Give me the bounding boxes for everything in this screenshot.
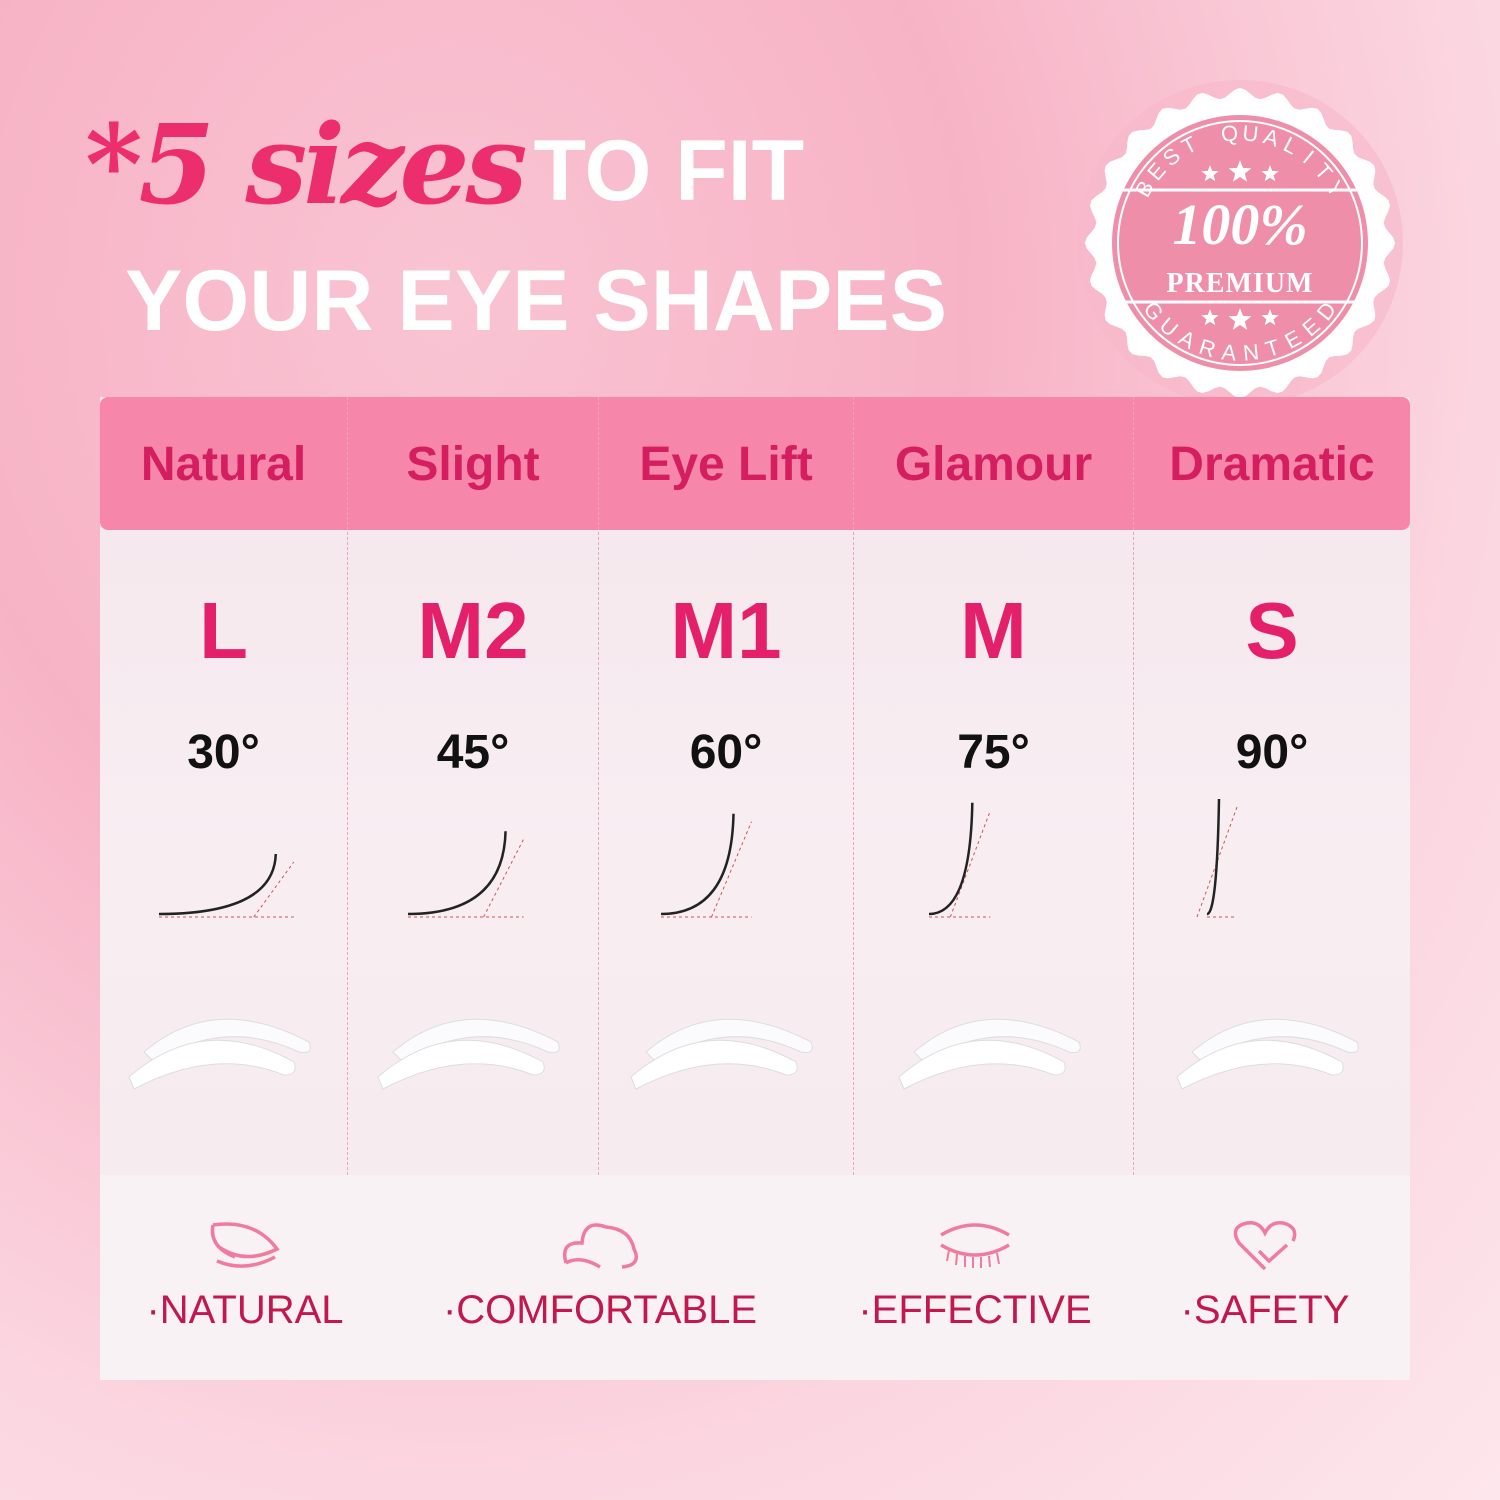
badge-number: 100% (1172, 192, 1307, 257)
leaf-icon (210, 1222, 280, 1268)
feature-comfortable: ·COMFORTABLE (410, 1175, 790, 1332)
curl-style-label: Natural (140, 438, 307, 491)
size-label: M (960, 586, 1027, 675)
features-row: ·NATURAL ·COMFORTABLE ·EFFECTIVE ·SAFETY (100, 1175, 1410, 1380)
angle-label: 30° (187, 726, 260, 779)
badge-word: PREMIUM (1167, 268, 1314, 299)
heart-check-icon (1233, 1220, 1297, 1271)
size-label: M2 (417, 586, 529, 675)
feature-label: ·COMFORTABLE (442, 1288, 758, 1332)
headline-script: *5 sizes (85, 100, 527, 229)
feature-natural: ·NATURAL (130, 1175, 360, 1332)
curl-style-label: Eye Lift (639, 438, 813, 491)
cloud-icon (563, 1223, 638, 1269)
closed-eye-icon (940, 1223, 1010, 1268)
svg-text:U: U (1241, 120, 1259, 146)
svg-text:Q: Q (1220, 120, 1239, 147)
feature-safety: ·SAFETY (1160, 1175, 1370, 1332)
lash-curve-diagram (1196, 798, 1238, 918)
lash-curve-diagram (928, 802, 991, 918)
svg-text:N: N (1242, 339, 1260, 365)
badge-stars-top-icon (1201, 160, 1279, 182)
feature-label: ·SAFETY (1180, 1288, 1350, 1332)
silicone-pad-image (127, 1018, 311, 1090)
angle-label: 90° (1235, 726, 1309, 779)
curl-style-label: Glamour (894, 438, 1093, 491)
column-m: Glamour M 75° (853, 397, 1133, 1175)
feature-label: ·NATURAL (146, 1288, 344, 1332)
feature-effective: ·EFFECTIVE (830, 1175, 1120, 1332)
svg-text:A: A (1220, 339, 1237, 365)
lash-curve-diagram (407, 831, 525, 918)
curl-style-label: Slight (406, 438, 540, 491)
size-label: M1 (670, 586, 782, 675)
column-l: Natural L 30° (100, 397, 347, 1175)
size-label: S (1245, 586, 1299, 675)
silicone-pad-image (630, 1018, 813, 1090)
lash-curve-diagram (158, 853, 294, 918)
badge-stars-bottom-icon (1201, 308, 1279, 330)
column-m1: Eye Lift M1 60° (598, 397, 853, 1175)
angle-label: 60° (689, 726, 763, 779)
headline-to-fit: TO FIT (533, 123, 805, 219)
size-comparison-table: Natural L 30° Slight M2 45° Eye Lift M1 … (100, 397, 1410, 1175)
table-header-band (100, 397, 1410, 530)
size-label: L (199, 586, 248, 675)
silicone-pad-image (1176, 1018, 1359, 1090)
headline-line1: *5 sizes TO FIT (85, 110, 804, 220)
headline-line2: YOUR EYE SHAPES (125, 253, 947, 349)
silicone-pad-image (377, 1018, 560, 1090)
svg-text:R: R (1196, 334, 1219, 363)
curl-style-label: Dramatic (1169, 438, 1375, 491)
column-m2: Slight M2 45° (347, 397, 598, 1175)
svg-text:A: A (1261, 123, 1282, 151)
angle-label: 45° (436, 726, 510, 779)
lash-curve-diagram (660, 813, 752, 918)
silicone-pad-image (897, 1018, 1081, 1090)
angle-label: 75° (957, 726, 1030, 779)
feature-label: ·EFFECTIVE (858, 1288, 1092, 1332)
column-s: Dramatic S 90° (1133, 397, 1410, 1175)
